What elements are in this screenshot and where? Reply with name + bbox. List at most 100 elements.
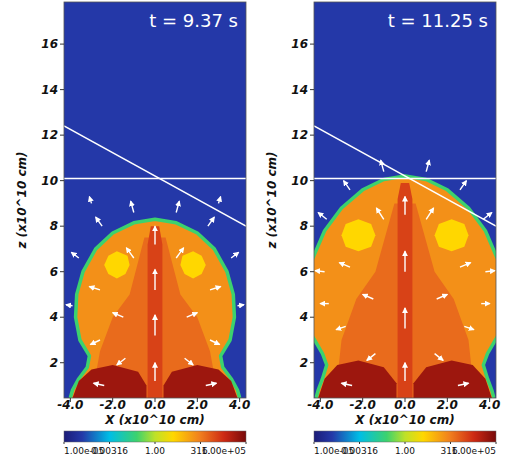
y-tick: [310, 226, 314, 227]
colorbar: [64, 431, 246, 442]
field-region: [414, 360, 492, 398]
y-axis-title: z (x10^10 cm): [265, 151, 279, 249]
x-tick-label: 4.0: [478, 398, 500, 412]
velocity-arrow: [336, 326, 346, 329]
y-tick: [60, 226, 64, 227]
panel: -4.0-2.00.02.04.0246810121416X (x10^10 c…: [265, 2, 500, 456]
colorbar-tick: [496, 442, 497, 444]
velocity-arrow: [404, 308, 405, 329]
plot-area: [314, 2, 496, 398]
velocity-arrow: [154, 315, 155, 336]
y-tick-label: 12: [41, 128, 58, 142]
velocity-arrow: [154, 269, 155, 290]
velocity-arrow: [238, 305, 244, 306]
velocity-arrow: [154, 226, 155, 244]
y-tick: [60, 44, 64, 45]
velocity-arrow: [320, 303, 329, 304]
x-tick-label: -4.0: [307, 398, 333, 412]
velocity-arrow: [435, 354, 444, 361]
velocity-arrow: [318, 213, 327, 220]
velocity-arrow: [89, 287, 100, 290]
y-tick: [310, 271, 314, 272]
field-region: [164, 365, 238, 398]
y-tick: [310, 180, 314, 181]
plot-frame: [64, 2, 246, 398]
y-tick: [310, 44, 314, 45]
velocity-arrow: [210, 287, 221, 290]
velocity-arrow: [485, 271, 495, 272]
velocity-arrow: [71, 252, 78, 258]
velocity-arrow: [131, 201, 134, 212]
field-region: [104, 251, 129, 278]
y-tick-label: 10: [41, 174, 58, 188]
panel-title: t = 9.37 s: [149, 10, 238, 31]
velocity-arrow: [210, 340, 220, 345]
field-region: [398, 183, 413, 398]
velocity-arrow: [206, 383, 217, 385]
y-tick-label: 12: [291, 128, 308, 142]
y-tick: [310, 362, 314, 363]
y-tick: [60, 362, 64, 363]
y-tick: [310, 317, 314, 318]
reference-line: [314, 178, 496, 180]
velocity-arrow: [96, 217, 102, 226]
y-tick-label: 16: [291, 37, 308, 51]
x-tick-label: 0.0: [394, 398, 415, 412]
x-tick-label: -4.0: [57, 398, 83, 412]
velocity-arrow: [363, 294, 374, 299]
reference-line: [314, 126, 496, 226]
x-tick-label: -2.0: [350, 398, 376, 412]
colorbar-tick-label: 0.00316: [341, 446, 378, 456]
velocity-arrow: [376, 208, 383, 219]
velocity-arrow: [187, 313, 198, 318]
y-tick: [310, 89, 314, 90]
velocity-arrow: [185, 358, 194, 365]
y-tick: [60, 271, 64, 272]
field-region: [70, 219, 239, 398]
field-region: [314, 176, 496, 398]
y-tick: [310, 135, 314, 136]
velocity-arrow: [483, 213, 492, 220]
colorbar: [314, 431, 496, 442]
x-tick-label: 4.0: [228, 398, 250, 412]
y-tick-label: 14: [41, 83, 58, 97]
velocity-arrow: [344, 181, 350, 190]
colorbar-tick: [109, 442, 110, 444]
velocity-arrow: [231, 252, 238, 258]
velocity-arrow: [315, 271, 325, 272]
colorbar-tick: [155, 442, 156, 444]
velocity-arrow: [154, 363, 155, 381]
y-tick-label: 4: [49, 310, 58, 324]
colorbar-tick-label: 0.00316: [91, 446, 128, 456]
plot-frame: [314, 2, 496, 398]
velocity-arrow: [426, 208, 433, 219]
y-tick-label: 2: [300, 356, 308, 370]
y-tick-label: 4: [299, 310, 308, 324]
x-axis-title: X (x10^10 cm): [354, 413, 454, 427]
colorbar-tick-label: 1.00e+05: [451, 446, 496, 456]
velocity-arrow: [126, 248, 133, 258]
velocity-arrow: [342, 383, 353, 385]
colorbar-tick-label: 1.00: [145, 446, 165, 456]
colorbar-tick-label: 1.00e+05: [201, 446, 246, 456]
colorbar-tick: [246, 442, 247, 444]
velocity-arrow: [208, 217, 214, 226]
y-tick-label: 6: [300, 265, 308, 279]
velocity-arrow: [339, 263, 350, 268]
field-region: [342, 219, 376, 251]
velocity-arrow: [94, 383, 105, 385]
velocity-arrow: [176, 201, 179, 212]
reference-line: [64, 178, 246, 180]
colorbar-tick-label: 1.00: [395, 446, 415, 456]
figure: -4.0-2.00.02.04.0246810121416X (x10^10 c…: [0, 0, 521, 460]
y-tick-label: 8: [50, 219, 58, 233]
y-tick-label: 16: [41, 37, 58, 51]
velocity-arrow: [460, 181, 466, 190]
background-field: [64, 2, 246, 398]
field-region: [435, 219, 469, 251]
y-tick: [60, 180, 64, 181]
y-tick-label: 8: [300, 219, 308, 233]
velocity-arrow: [404, 251, 405, 272]
field-region: [180, 251, 205, 278]
reference-line: [64, 126, 246, 226]
